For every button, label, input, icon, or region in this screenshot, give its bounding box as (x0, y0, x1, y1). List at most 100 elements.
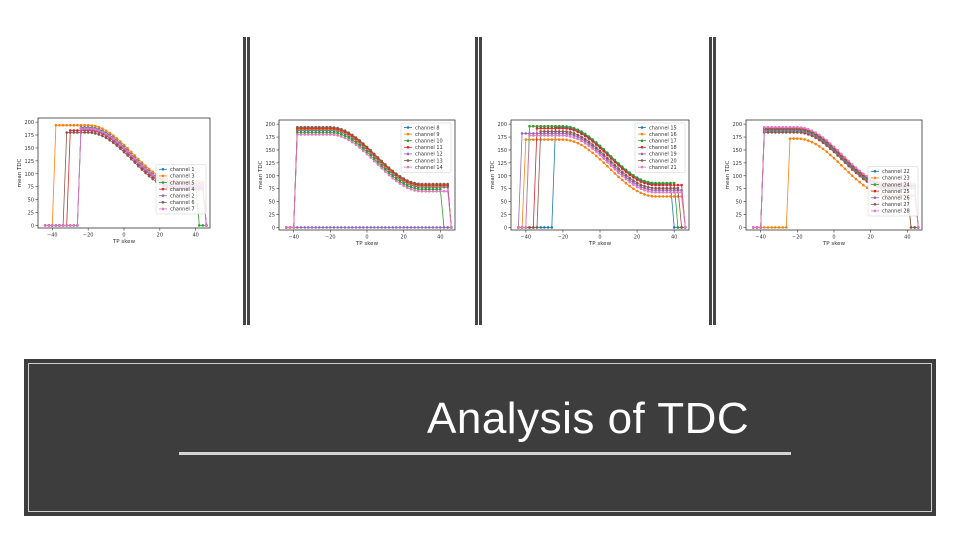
data-point (609, 164, 613, 167)
data-point (97, 125, 101, 129)
data-point (543, 124, 546, 128)
data-point (325, 226, 328, 229)
data-point (606, 153, 609, 157)
y-axis-label: mean TDC (258, 160, 264, 189)
data-point (770, 131, 773, 134)
data-point (314, 226, 317, 229)
data-point (362, 142, 365, 145)
data-point (94, 124, 97, 128)
x-tick-label: 0 (598, 235, 601, 241)
data-point (409, 226, 413, 229)
data-point (583, 132, 587, 136)
data-point (369, 149, 372, 152)
data-point (307, 133, 310, 136)
data-point (565, 138, 568, 142)
data-point (654, 186, 657, 190)
data-point (628, 178, 631, 182)
data-point (917, 226, 920, 229)
data-point (774, 131, 777, 134)
y-tick-label: 25 (28, 211, 34, 217)
data-point (104, 136, 108, 140)
legend-marker (640, 152, 644, 156)
data-point (799, 131, 803, 134)
data-point (420, 190, 424, 193)
data-point (94, 127, 97, 131)
data-point (658, 195, 661, 198)
data-point (580, 130, 583, 133)
y-tick-label: 175 (24, 133, 34, 139)
legend-label: channel 9 (415, 132, 440, 138)
data-point (669, 195, 672, 198)
data-point (391, 226, 394, 229)
data-point (303, 226, 306, 229)
data-point (398, 180, 402, 183)
data-point (343, 226, 347, 229)
x-tick-label: 40 (437, 235, 443, 241)
data-point (792, 137, 795, 140)
data-point (624, 181, 628, 185)
data-point (58, 123, 61, 127)
data-point (112, 137, 115, 140)
data-point (832, 145, 836, 149)
data-point (676, 186, 680, 190)
data-point (796, 125, 799, 129)
data-point (340, 135, 343, 138)
data-point (792, 125, 795, 129)
data-point (766, 226, 770, 229)
data-point (314, 131, 317, 134)
data-point (550, 127, 554, 130)
data-point (814, 131, 817, 134)
data-point (665, 186, 669, 190)
data-point (115, 140, 119, 143)
data-point (413, 189, 416, 192)
data-point (126, 150, 129, 153)
data-point (61, 224, 65, 227)
data-point (628, 171, 631, 174)
data-point (373, 157, 376, 161)
data-point (595, 141, 598, 144)
data-point (380, 166, 383, 170)
x-tick-label: 40 (904, 235, 910, 241)
data-point (576, 130, 580, 134)
x-tick-label: 40 (671, 235, 677, 241)
data-point (402, 184, 405, 188)
data-point (47, 224, 51, 227)
y-tick-label: 150 (24, 146, 34, 152)
data-point (803, 138, 806, 141)
data-point (54, 123, 58, 127)
data-point (417, 182, 420, 186)
data-point (347, 131, 350, 134)
legend-label: channel 11 (415, 145, 443, 151)
legend-marker (640, 159, 644, 162)
data-point (796, 137, 799, 140)
y-axis-label: mean TDC (490, 160, 496, 189)
data-point (821, 147, 825, 151)
data-point (76, 129, 79, 132)
data-point (643, 186, 646, 190)
series-line (518, 131, 686, 228)
series-line (286, 132, 452, 228)
data-point (108, 138, 111, 142)
data-point (557, 138, 561, 141)
data-point (628, 176, 631, 180)
data-point (86, 123, 90, 127)
data-point (862, 183, 865, 187)
data-point (635, 178, 639, 181)
data-point (435, 182, 438, 186)
y-tick-label: 100 (732, 174, 742, 180)
data-point (569, 131, 572, 134)
data-point (543, 138, 546, 141)
data-point (532, 226, 535, 229)
data-point (406, 186, 409, 190)
y-axis-label: mean TDC (17, 158, 23, 187)
data-point (310, 226, 314, 229)
data-point (554, 132, 557, 135)
data-point (788, 137, 792, 140)
series-line (286, 134, 452, 228)
data-point (865, 175, 869, 178)
data-point (329, 133, 332, 136)
data-point (543, 132, 546, 135)
data-point (321, 226, 325, 229)
legend-label: channel 20 (649, 158, 677, 164)
y-tick-label: 125 (497, 161, 507, 167)
